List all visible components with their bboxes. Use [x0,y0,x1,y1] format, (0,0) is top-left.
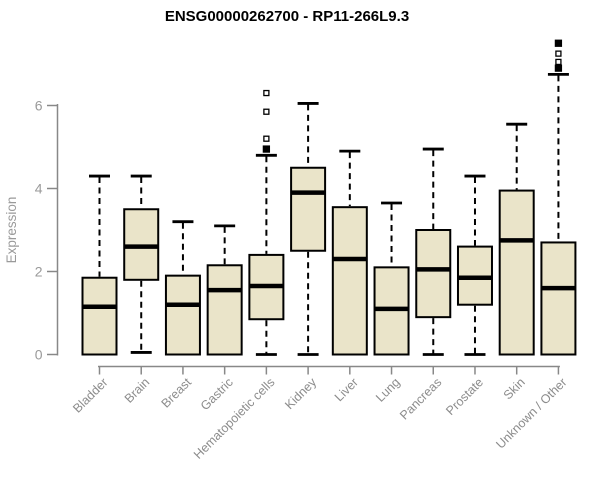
box-bladder [81,276,118,356]
outlier-point [263,89,270,97]
y-tick-label: 0 [35,347,43,363]
boxplot-group-liver [331,149,368,356]
boxplot-group-unknown-other [540,39,577,356]
box-kidney [290,166,327,252]
x-tick-label: Hematopoietic cells [191,375,278,462]
boxplot-group-hematopoietic-cells [248,89,285,356]
boxplot-group-brain [123,174,160,354]
y-tick-label: 6 [35,98,43,114]
x-tick-label: Brain [122,375,153,406]
boxplot-group-bladder [81,174,118,356]
box-liver [331,206,368,356]
boxplot-group-lung [373,201,410,356]
box-series [81,39,577,356]
outlier-point [554,64,563,72]
box-pancreas [415,229,452,319]
x-tick-label: Kidney [282,375,319,412]
outlier-point [262,145,271,153]
outlier-point [263,108,270,115]
x-tick-label: Skin [501,375,528,402]
outlier-point [263,135,270,142]
outlier-point [555,58,562,66]
outlier-point [555,50,562,57]
x-tick-label: Bladder [70,375,110,415]
y-tick-label: 4 [35,181,43,197]
box-breast [164,274,201,356]
x-tick-label: Lung [373,375,403,405]
x-tick-label: Liver [332,375,361,404]
boxplot-group-breast [164,220,201,356]
x-tick-label: Gastric [198,375,236,413]
boxplot-group-kidney [290,102,327,356]
x-tick-label: Pancreas [397,375,444,422]
y-axis-title: Expression [4,197,19,264]
axes: 0 2 4 6 [35,98,560,375]
x-tick-label: Unknown / Other [493,375,569,451]
boxplot-group-skin [498,122,535,356]
box-unknown-other [540,241,577,356]
box-skin [498,189,535,356]
boxplot-group-prostate [456,174,493,356]
x-tick-label: Breast [159,375,195,411]
box-gastric [206,264,243,356]
y-tick-label: 2 [35,264,43,280]
boxplot-group-gastric [206,224,243,356]
outlier-point [554,39,563,47]
chart-title: ENSG00000262700 - RP11-266L9.3 [165,8,409,25]
boxplot-group-pancreas [415,147,452,356]
x-tick-label: Prostate [443,375,486,418]
